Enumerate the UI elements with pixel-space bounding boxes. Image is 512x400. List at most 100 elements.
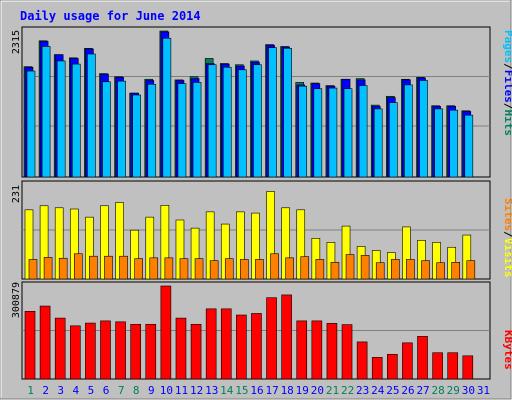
day-label: 11 [175,384,188,397]
bar-sites [209,260,219,280]
legend-pages: Pages [502,30,512,63]
bar-kbytes [462,355,474,380]
bar-kbytes [100,320,111,380]
bar-pages [389,102,398,178]
bar-pages [313,88,323,178]
bar-kbytes [371,357,383,380]
day-label: 31 [477,384,490,397]
bar-sites [28,259,38,280]
bar-kbytes [402,342,413,380]
bar-kbytes [175,317,187,380]
bar-pages [298,85,308,178]
bar-kbytes [24,311,36,380]
bar-pages [26,70,36,178]
bar-kbytes [281,294,292,380]
day-label: 8 [133,384,140,397]
bar-kbytes [220,308,232,380]
legend-visits: Visits [502,238,512,278]
day-label: 27 [416,384,429,397]
bar-kbytes [311,320,323,380]
bar-kbytes [205,308,217,380]
day-label: 14 [220,384,234,397]
bar-kbytes [447,352,459,380]
bar-kbytes [160,285,172,380]
bar-sites [330,262,340,280]
legend-sep-2: / [502,103,512,110]
bar-pages [71,63,81,178]
bar-kbytes [236,314,247,380]
bar-pages [87,53,96,178]
bar-kbytes [190,323,202,380]
bar-pages [192,82,202,178]
bar-pages [328,87,338,178]
bar-kbytes [251,313,262,380]
bar-sites [194,258,204,280]
bar-sites [285,257,294,280]
day-label: 22 [341,384,354,397]
legend-sep-3: / [502,231,512,238]
bar-sites [270,253,279,280]
bar-sites [43,257,53,280]
bar-sites [224,258,234,280]
legend-sites-visits: Sites/Visits [502,198,512,278]
day-label: 29 [447,384,460,397]
bar-sites [134,258,143,280]
day-label: 12 [190,384,203,397]
bar-kbytes [432,352,443,380]
bar-sites [375,262,385,280]
day-label: 25 [386,384,399,397]
legend-sep-1: / [502,63,512,70]
bar-pages [41,46,51,178]
legend-hits: Hits [502,110,512,137]
bar-sites [104,255,113,280]
legend-kbytes-label: KBytes [502,330,512,370]
day-label: 7 [118,384,125,397]
bar-pages [222,66,232,178]
bar-pages [253,64,262,178]
day-label: 30 [462,384,475,397]
bar-kbytes [39,305,51,380]
bar-kbytes [387,353,398,380]
day-label: 15 [235,384,248,397]
day-label: 10 [160,384,173,397]
bar-sites [421,260,430,280]
legend-files: Files [502,70,512,103]
bar-sites [315,259,325,280]
bar-pages [358,85,368,178]
day-label: 17 [265,384,278,397]
bar-kbytes [356,341,368,380]
bar-pages [117,80,126,178]
day-label: 5 [88,384,95,397]
day-label: 18 [281,384,294,397]
day-label: 4 [73,384,80,397]
day-label: 20 [311,384,324,397]
day-label: 28 [432,384,445,397]
bar-kbytes [296,320,308,380]
scale-label-hits: 2315 [11,30,22,54]
bar-pages [434,108,443,178]
bar-kbytes [417,336,428,380]
bar-sites [179,258,189,280]
bar-sites [360,255,370,280]
legend-kbytes: KBytes [502,330,512,370]
day-label: 2 [42,384,49,397]
legend-hits-files-pages: Pages/Files/Hits [502,30,512,136]
bar-pages [162,37,172,178]
bar-kbytes [341,324,353,380]
bar-pages [404,84,413,178]
day-label: 19 [296,384,309,397]
chart-title: Daily usage for June 2014 [20,9,201,23]
day-label: 24 [371,384,385,397]
day-label: 26 [401,384,414,397]
bar-sites [89,255,98,280]
bar-sites [164,257,174,280]
bar-sites [149,257,159,280]
day-label: 21 [326,384,339,397]
day-label: 16 [250,384,263,397]
bar-sites [240,259,249,280]
bar-pages [238,69,247,178]
bar-sites [451,262,461,280]
bar-kbytes [69,325,81,380]
bar-pages [373,108,383,178]
